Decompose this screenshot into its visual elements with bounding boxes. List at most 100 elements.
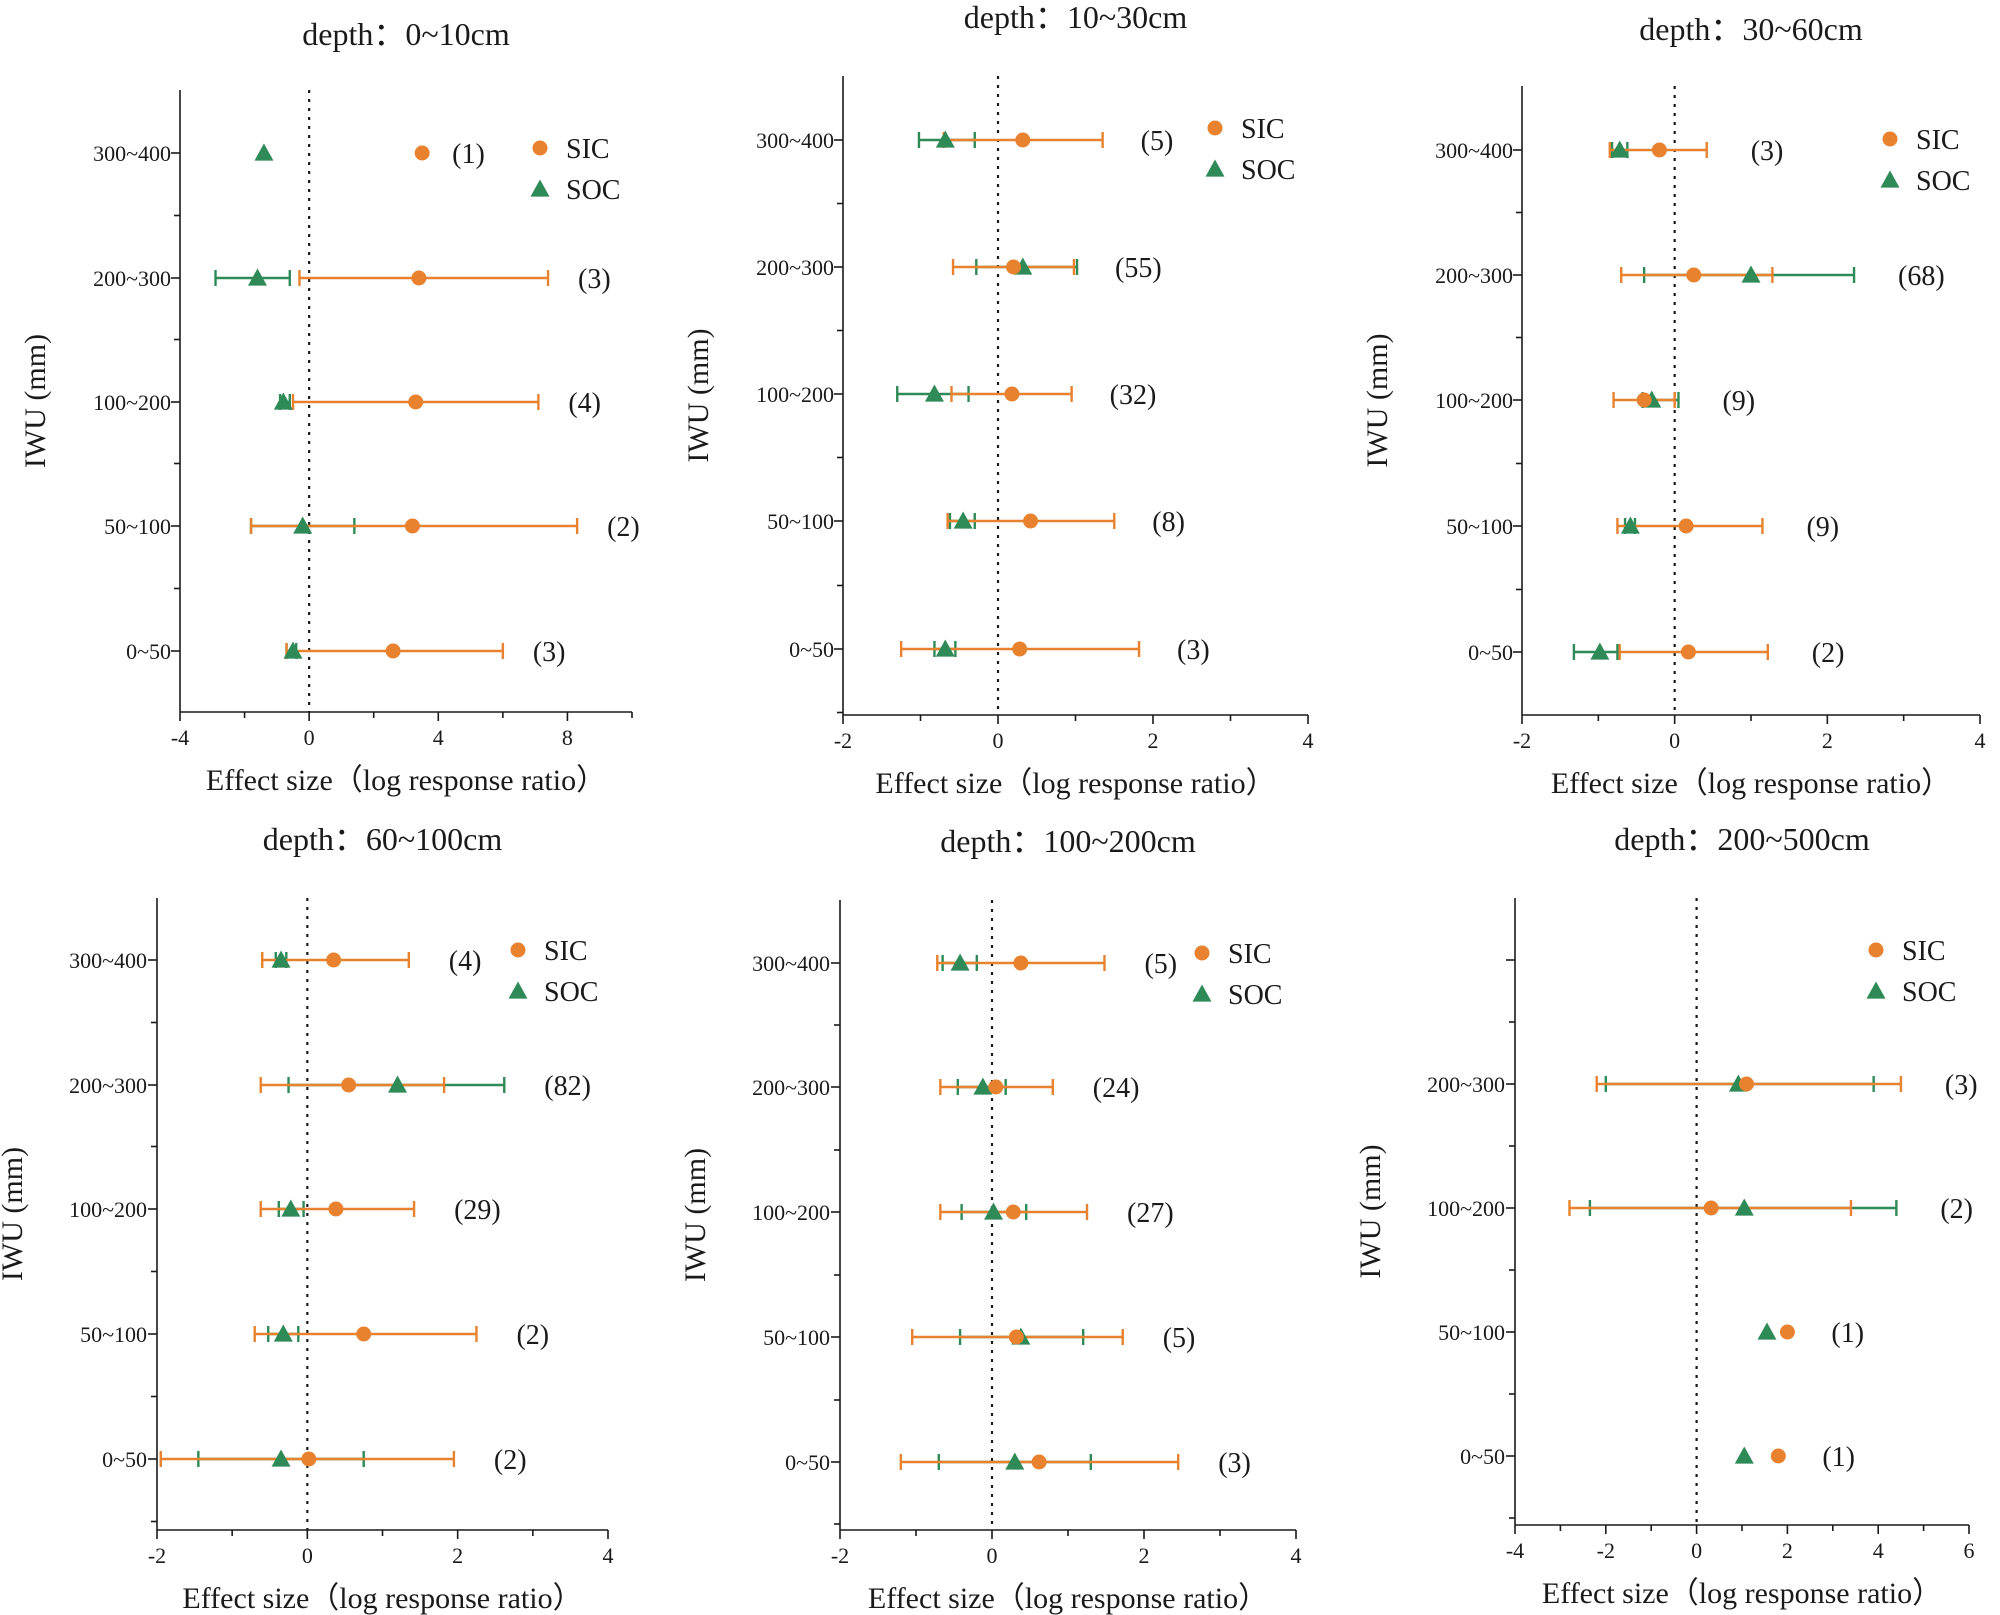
y-tick-label: 300~400 (69, 948, 147, 973)
sic-point (341, 1077, 357, 1093)
x-tick-label: 8 (562, 725, 573, 750)
sic-point (1004, 386, 1020, 402)
soc-point (247, 268, 267, 286)
legend-marker-sic (1194, 945, 1210, 961)
y-tick-label: 50~100 (763, 1325, 830, 1350)
sic-point (1023, 513, 1039, 529)
panel-5: depth：100~200cm -2 0 2 4 300~400 200~300 100~20… (679, 823, 1302, 1615)
legend: SIC SOC (508, 936, 598, 1008)
soc-point (1741, 265, 1761, 283)
legend-marker-soc (508, 981, 528, 999)
legend-label-soc: SOC (1902, 977, 1956, 1008)
sic-point (411, 270, 427, 286)
y-tick-label: 300~400 (93, 141, 171, 166)
soc-point (924, 384, 944, 402)
x-tick-label: 0 (987, 1543, 998, 1568)
sic-point (1703, 1200, 1719, 1216)
x-tick-label: 4 (433, 725, 444, 750)
legend: SIC SOC (1192, 939, 1282, 1011)
sic-point (1678, 518, 1694, 534)
y-tick-label: 200~300 (752, 1075, 830, 1100)
soc-point (388, 1075, 408, 1093)
y-tick-label: 100~200 (93, 390, 171, 415)
x-tick-label: 4 (1291, 1543, 1302, 1568)
sic-point (1015, 132, 1031, 148)
soc-point (1610, 140, 1630, 158)
y-tick-label: 100~200 (1435, 388, 1513, 413)
soc-point (281, 1199, 301, 1217)
sic-point (1031, 1454, 1047, 1470)
sample-count: (27) (1127, 1198, 1174, 1229)
legend: SIC SOC (1866, 936, 1956, 1008)
soc-point (271, 1449, 291, 1467)
y-axis-label: IWU (mm) (19, 334, 52, 468)
sample-count: (2) (607, 512, 640, 543)
legend-marker-sic (532, 140, 548, 156)
legend-marker-sic (1207, 120, 1223, 136)
x-tick-label: 2 (1139, 1543, 1150, 1568)
x-tick-label: 2 (452, 1543, 463, 1568)
soc-point (293, 516, 313, 534)
y-tick-label: 0~50 (126, 639, 171, 664)
sample-count: (1) (1822, 1442, 1855, 1473)
sample-count: (5) (1163, 1323, 1196, 1354)
y-tick-label: 100~200 (752, 1200, 830, 1225)
legend: SIC SOC (1880, 125, 1970, 197)
soc-point (950, 953, 970, 971)
y-tick-label: 0~50 (789, 637, 834, 662)
sic-point (356, 1326, 372, 1342)
sic-point (328, 1201, 344, 1217)
sample-count: (3) (1751, 136, 1784, 167)
legend-label-sic: SIC (1916, 125, 1960, 156)
x-tick-label: 2 (1148, 728, 1159, 753)
sic-point (1770, 1448, 1786, 1464)
y-tick-label: 50~100 (767, 509, 834, 534)
sic-point (408, 394, 424, 410)
soc-point (283, 641, 303, 659)
panel-6: depth：200~500cm -4 -2 0 2 4 6 200~300 100~200 50~… (1354, 821, 1978, 1610)
sic-point (1680, 644, 1696, 660)
y-tick-label: 200~300 (756, 255, 834, 280)
sic-point (301, 1451, 317, 1467)
x-axis-label: Effect size（log response ratio） (182, 1582, 582, 1615)
legend-label-soc: SOC (566, 175, 620, 206)
y-tick-label: 0~50 (102, 1447, 147, 1472)
sic-point (988, 1079, 1004, 1095)
legend-label-soc: SOC (1228, 980, 1282, 1011)
y-tick-label: 300~400 (752, 951, 830, 976)
sample-count: (2) (494, 1445, 527, 1476)
x-tick-label: 2 (1782, 1538, 1793, 1563)
y-tick-label: 200~300 (1435, 263, 1513, 288)
x-tick-label: -4 (1506, 1538, 1524, 1563)
y-tick-label: 50~100 (1438, 1320, 1505, 1345)
y-axis-label: IWU (mm) (679, 1148, 712, 1282)
legend-label-soc: SOC (1916, 166, 1970, 197)
y-tick-label: 0~50 (1468, 640, 1513, 665)
soc-point (1734, 1198, 1754, 1216)
y-tick-label: 50~100 (1446, 514, 1513, 539)
sic-point (404, 518, 420, 534)
legend-label-soc: SOC (544, 977, 598, 1008)
soc-point (984, 1202, 1004, 1220)
x-tick-label: -2 (831, 1543, 849, 1568)
y-tick-label: 300~400 (756, 128, 834, 153)
y-tick-label: 200~300 (1427, 1072, 1505, 1097)
soc-point (273, 1324, 293, 1342)
sic-point (1012, 641, 1028, 657)
x-tick-label: 2 (1822, 728, 1833, 753)
x-tick-label: -2 (1597, 1538, 1615, 1563)
sample-count: (2) (1940, 1194, 1973, 1225)
panel-2: depth：10~30cm -2 0 2 4 300~400 200~300 100~200 5… (682, 0, 1314, 800)
sic-point (326, 952, 342, 968)
y-tick-label: 50~100 (104, 514, 171, 539)
legend-marker-soc (1866, 981, 1886, 999)
x-tick-label: 6 (1964, 1538, 1975, 1563)
sample-count: (9) (1722, 386, 1755, 417)
sample-count: (82) (544, 1071, 591, 1102)
legend-label-sic: SIC (1228, 939, 1272, 970)
legend-marker-soc (1205, 159, 1225, 177)
x-tick-label: 4 (1873, 1538, 1884, 1563)
sample-count: (29) (454, 1195, 501, 1226)
x-tick-label: 0 (1691, 1538, 1702, 1563)
